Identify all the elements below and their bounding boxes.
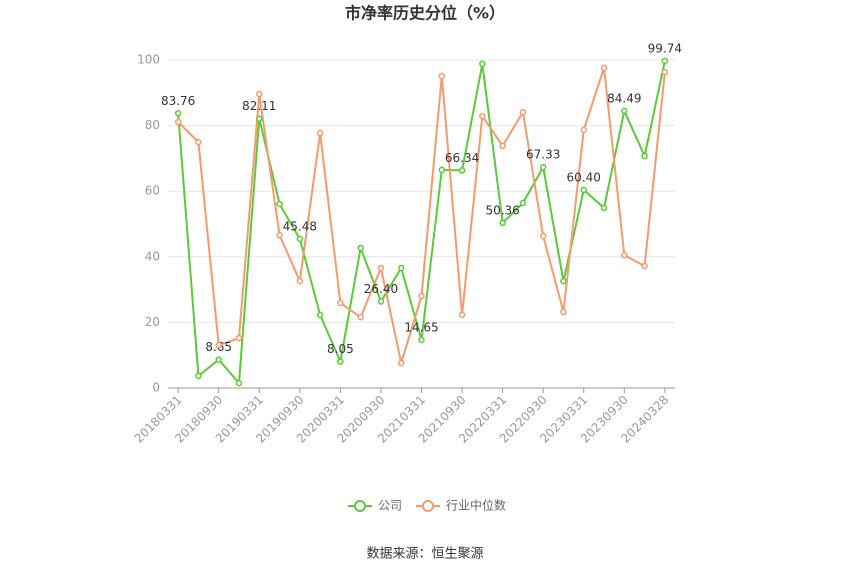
point bbox=[195, 372, 202, 380]
y-tick-label: 100 bbox=[137, 53, 160, 67]
point bbox=[499, 142, 506, 150]
source: 数据来源：恒生聚源 bbox=[366, 547, 483, 562]
point bbox=[580, 186, 587, 194]
point bbox=[600, 204, 608, 212]
point bbox=[337, 358, 344, 365]
point bbox=[661, 68, 669, 76]
point bbox=[235, 379, 243, 387]
data-label: 67.33 bbox=[526, 148, 560, 162]
y-tick-label: 40 bbox=[145, 249, 160, 263]
data-label: 83.76 bbox=[161, 94, 195, 108]
y-tick-label: 60 bbox=[145, 184, 160, 198]
data-label: 60.40 bbox=[567, 170, 601, 184]
legend-marker bbox=[422, 500, 435, 512]
point bbox=[418, 292, 425, 300]
data-label: 50.36 bbox=[485, 203, 519, 217]
point bbox=[641, 262, 648, 270]
point bbox=[256, 115, 263, 122]
data-label: 14.65 bbox=[404, 320, 438, 334]
point bbox=[641, 152, 648, 160]
point bbox=[377, 264, 385, 272]
point bbox=[215, 356, 222, 363]
y-tick-label: 80 bbox=[145, 118, 160, 132]
point bbox=[458, 311, 466, 319]
data-label: 45.48 bbox=[283, 219, 317, 233]
point bbox=[560, 277, 567, 285]
data-label: 82.11 bbox=[242, 99, 276, 113]
data-label: 84.49 bbox=[607, 91, 641, 105]
point bbox=[377, 298, 385, 305]
point bbox=[479, 60, 486, 68]
point bbox=[560, 308, 567, 316]
point bbox=[357, 244, 364, 252]
legend-marker bbox=[354, 500, 366, 512]
y-tick-label: 20 bbox=[145, 315, 160, 329]
point bbox=[276, 200, 283, 208]
point bbox=[661, 57, 669, 65]
point bbox=[580, 126, 587, 134]
point bbox=[296, 235, 304, 243]
data-label: 99.74 bbox=[648, 41, 682, 55]
point bbox=[397, 264, 405, 272]
point bbox=[499, 219, 506, 227]
point bbox=[539, 232, 547, 240]
point bbox=[296, 277, 304, 285]
point bbox=[519, 108, 527, 116]
point bbox=[174, 118, 182, 126]
point bbox=[174, 110, 182, 117]
point bbox=[438, 72, 446, 80]
point bbox=[276, 231, 283, 239]
point bbox=[215, 341, 222, 349]
point bbox=[539, 163, 547, 171]
y-tick-label: 0 bbox=[152, 381, 160, 395]
legend-label: 行业中位数 bbox=[446, 498, 506, 513]
data-label: 66.34 bbox=[445, 151, 479, 165]
point bbox=[519, 199, 527, 207]
data-label: 8.05 bbox=[327, 342, 354, 356]
point bbox=[316, 311, 324, 319]
point bbox=[621, 107, 628, 115]
point bbox=[235, 334, 243, 342]
point bbox=[458, 167, 466, 174]
point bbox=[479, 112, 486, 120]
data-label: 26.40 bbox=[364, 282, 398, 296]
point bbox=[438, 166, 446, 174]
point bbox=[316, 129, 324, 137]
chart-title: 市净率历史分位（%） bbox=[345, 4, 505, 23]
legend-label: 公司 bbox=[378, 499, 402, 513]
point bbox=[337, 299, 344, 307]
point bbox=[357, 313, 364, 321]
point bbox=[256, 90, 263, 98]
point bbox=[621, 251, 628, 259]
point bbox=[600, 64, 608, 72]
point bbox=[418, 336, 425, 344]
point bbox=[195, 138, 202, 146]
point bbox=[397, 359, 405, 367]
